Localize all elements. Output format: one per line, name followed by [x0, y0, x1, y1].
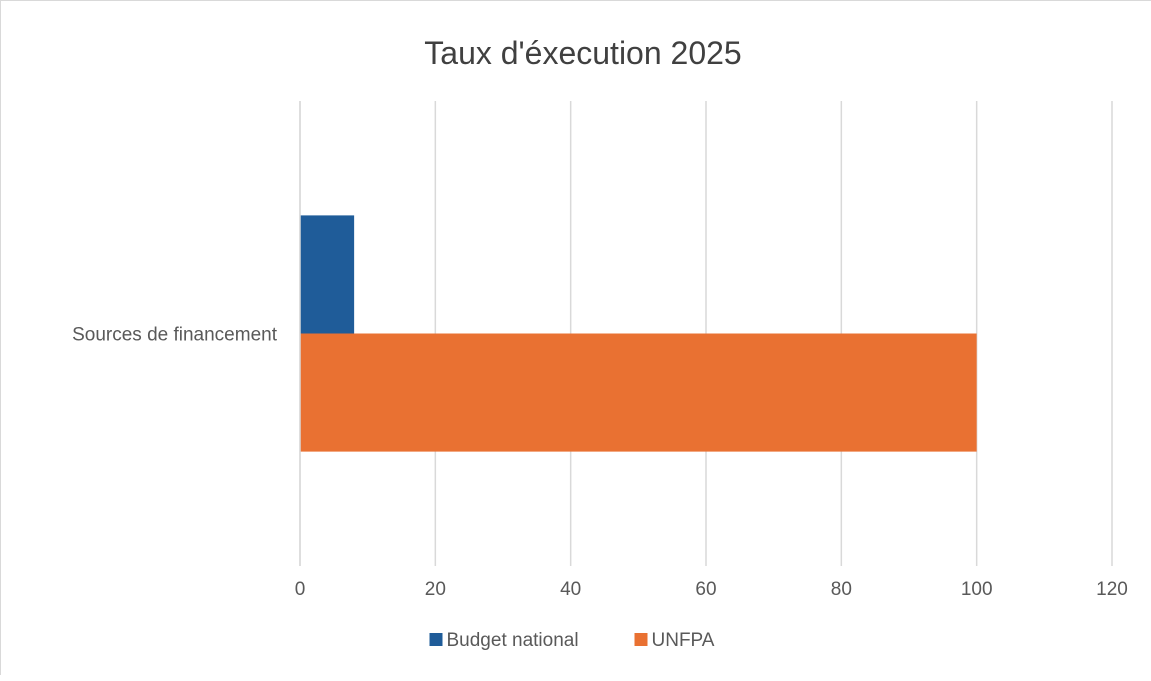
- x-tick-label: 100: [961, 579, 993, 600]
- legend-label: UNFPA: [652, 630, 715, 651]
- bars: [300, 215, 977, 452]
- legend-item: UNFPA: [634, 630, 715, 651]
- x-tick-label: 60: [695, 579, 716, 600]
- category-label: Sources de financement: [72, 325, 278, 346]
- legend-label: Budget national: [447, 630, 579, 651]
- bar-budget-national: [300, 215, 355, 334]
- bar-unfpa: [300, 333, 977, 452]
- legend-swatch: [634, 633, 648, 646]
- x-tick-label: 40: [560, 579, 581, 600]
- x-tick-label: 0: [295, 579, 306, 600]
- legend-swatch: [429, 633, 443, 646]
- legend-item: Budget national: [429, 630, 579, 651]
- x-tick-label: 80: [831, 579, 852, 600]
- legend: Budget national UNFPA: [429, 630, 715, 651]
- axes: 0 20 40 60 80 100 120 Sources de financement: [72, 101, 1128, 600]
- chart-title: Taux d'éxecution 2025: [424, 35, 741, 71]
- x-tick-label: 20: [425, 579, 446, 600]
- x-tick-label: 120: [1096, 579, 1128, 600]
